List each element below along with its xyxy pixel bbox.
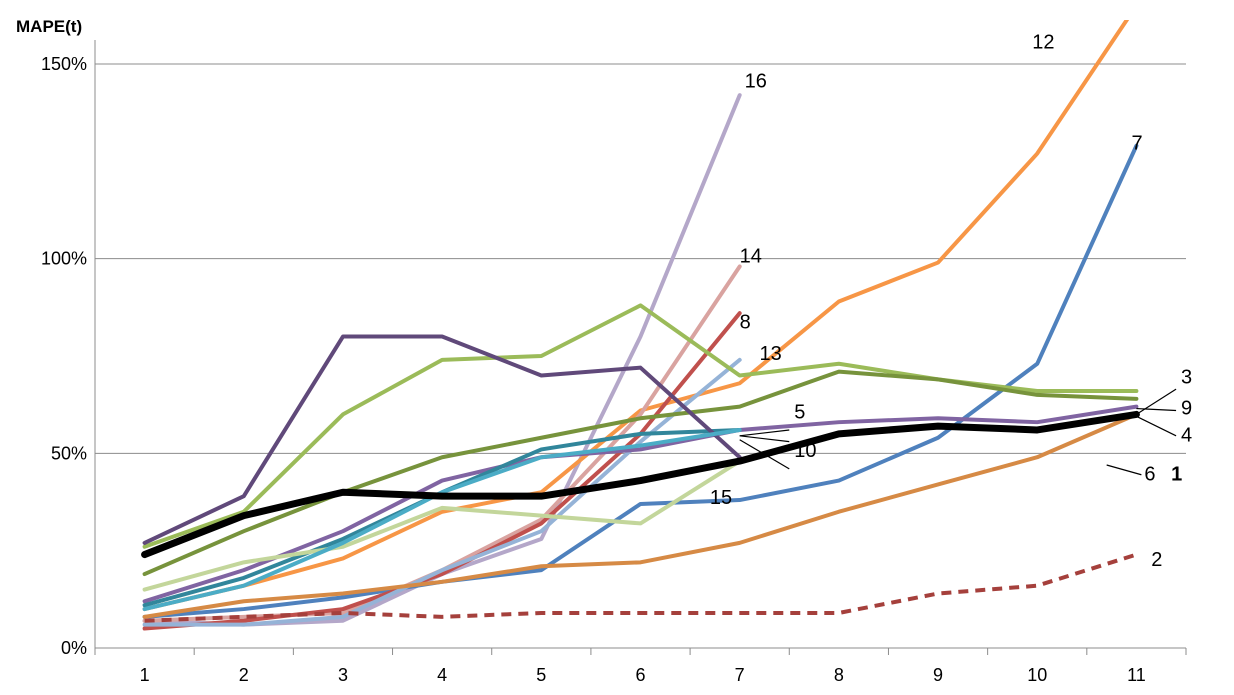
series-line-13 [142,357,742,627]
series-label: 5 [794,401,805,423]
x-tick-label: 5 [536,665,546,685]
x-tick-labels: 1 2 3 4 5 6 7 8 9 10 11 [140,665,1146,685]
series-label: 15 [710,487,732,509]
x-tick-label: 11 [1127,665,1146,685]
x-tick-label: 6 [635,665,645,685]
leader-line [739,429,790,437]
series-label: 16 [745,70,767,92]
x-tick-label: 3 [338,665,348,685]
x-tick-label: 9 [933,665,943,685]
leader-line [739,435,790,443]
y-tick-labels: 0% 50% 100% 150% [41,54,87,658]
y-tick-label: 100% [41,249,87,269]
leader-line [739,439,790,470]
x-tick-label: 1 [140,665,150,685]
series-label: 6 [1144,464,1155,486]
y-tick-label: 0% [61,638,87,658]
leader-line [1136,407,1177,412]
x-tick-label: 8 [834,665,844,685]
series-line-7 [142,143,1139,619]
series-label: 12 [1032,31,1054,53]
y-tick-label: 150% [41,54,87,74]
series-label: 1 [1171,464,1182,486]
leader-line [1136,415,1177,437]
x-tick-label: 2 [239,665,249,685]
series-line-9 [142,404,1139,604]
series-lines [141,20,1140,631]
series-line-4 [142,369,1139,577]
series-label: 3 [1181,366,1192,388]
leader-line [1136,388,1177,415]
series-label: 7 [1131,133,1142,155]
series-label: 14 [740,246,762,268]
series-label: 4 [1181,425,1192,447]
x-tick-label: 7 [735,665,745,685]
series-label: 9 [1181,397,1192,419]
y-tick-label: 50% [51,443,87,463]
series-line-1 [141,410,1140,559]
series-label: 13 [760,343,782,365]
series-line-6 [142,412,1139,619]
leader-line [1106,464,1142,476]
series-line-2 [144,552,1138,623]
series-label: 8 [740,312,751,334]
x-tick-label: 10 [1027,665,1047,685]
axes [94,40,1187,655]
series-label: 10 [794,440,816,462]
series-line-unlabeled [142,427,742,612]
gridlines [95,63,1186,454]
series-label: 2 [1151,549,1162,571]
x-tick-label: 4 [437,665,447,685]
label-leaders [739,388,1177,476]
series-line-15 [142,459,742,592]
series-line-12 [142,20,1130,612]
series-line-10 [142,334,742,545]
y-axis-label: MAPE(t) [16,17,82,36]
